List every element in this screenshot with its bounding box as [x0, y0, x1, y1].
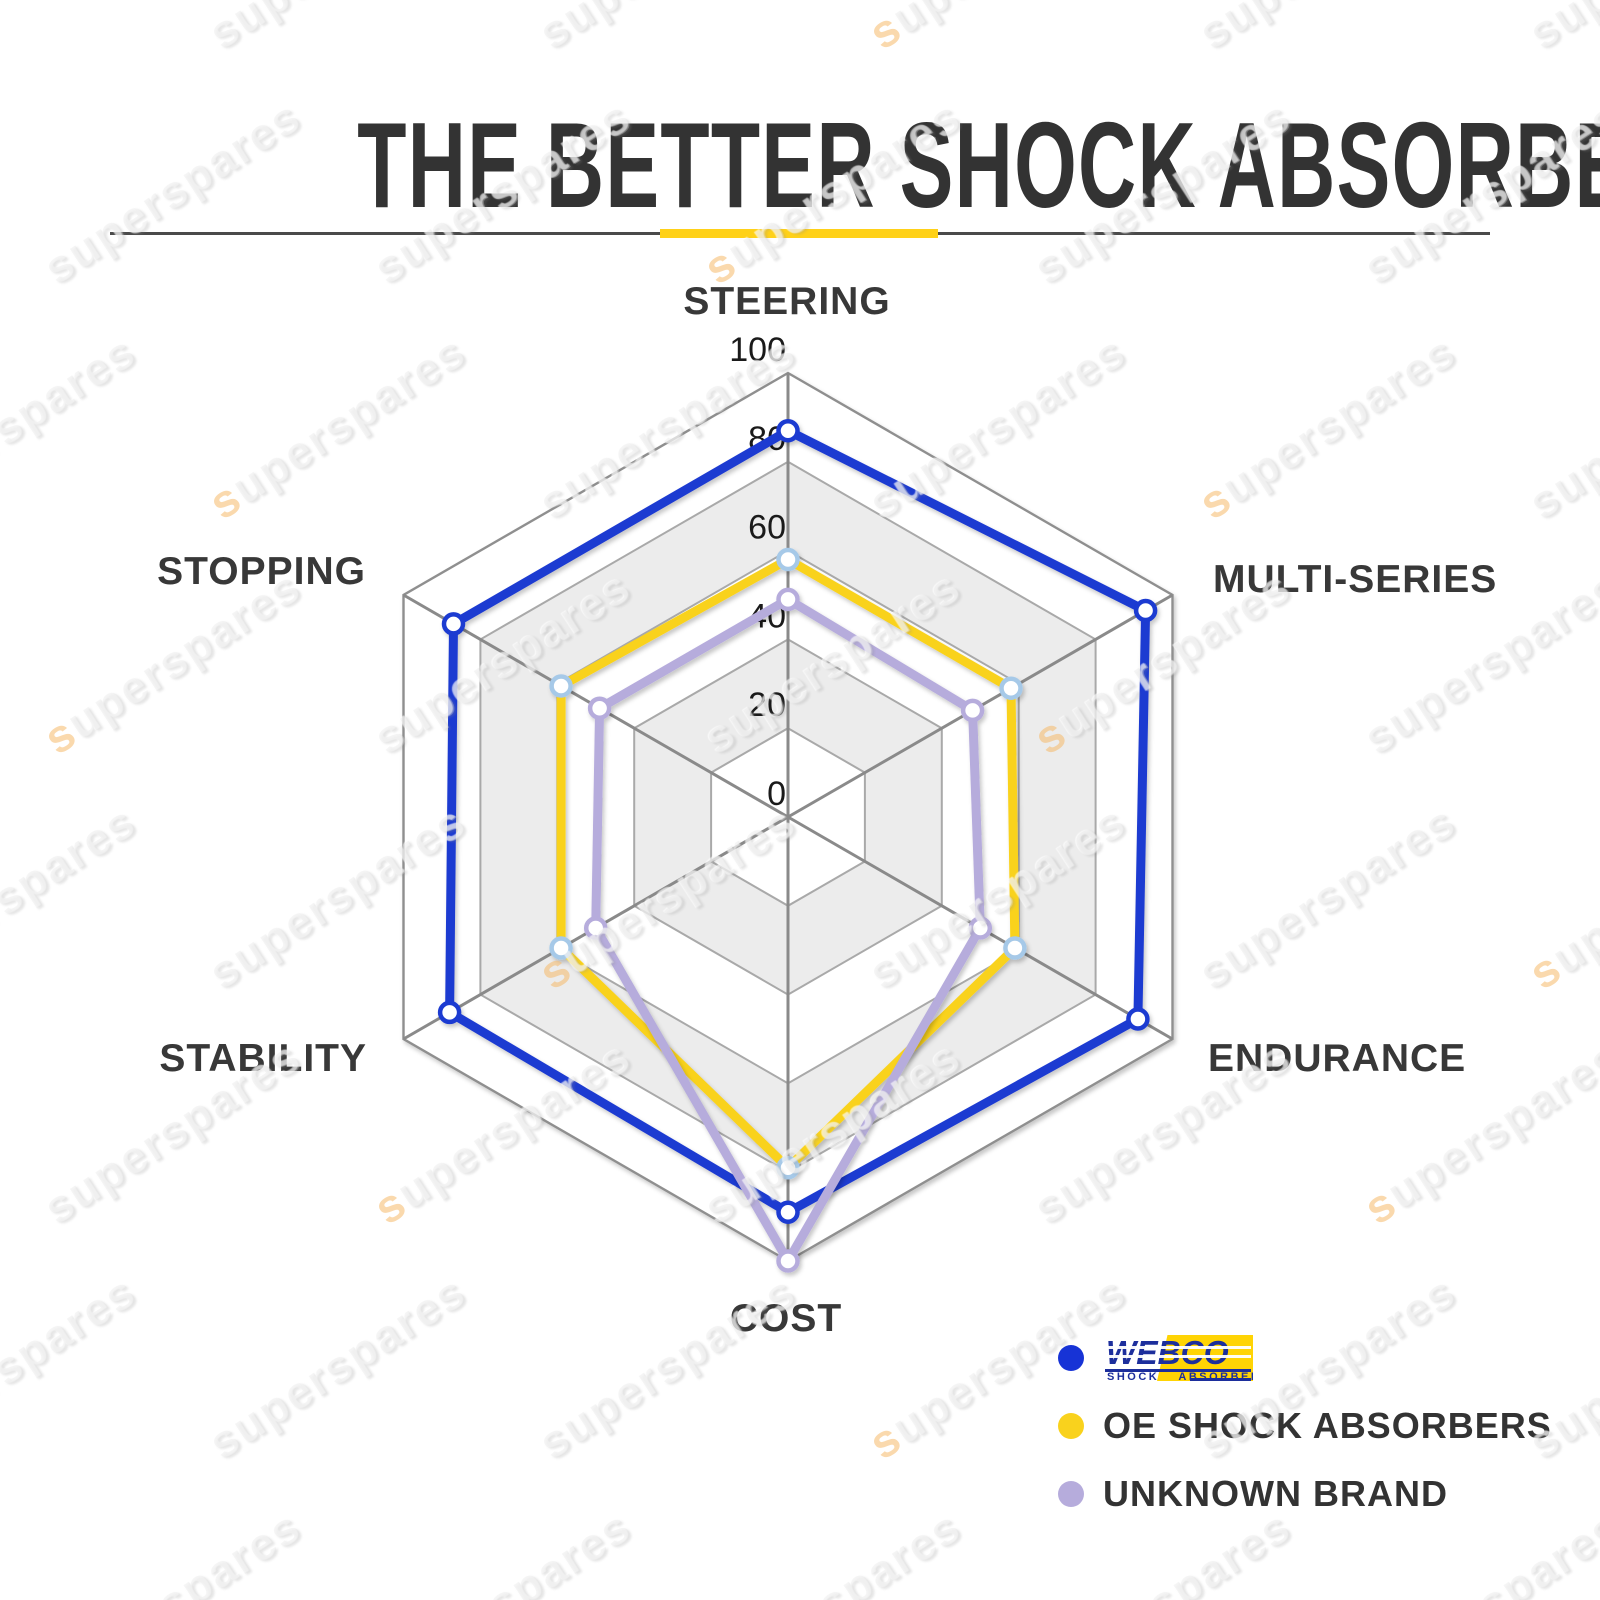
- data-point-marker: [1126, 1007, 1150, 1031]
- legend-label-oe: OE SHOCK ABSORBERS: [1103, 1405, 1552, 1446]
- axis-label-stability: STABILITY: [159, 1037, 367, 1080]
- radar-grid: [402, 371, 1174, 1263]
- legend-dot-unknown: [1058, 1481, 1084, 1507]
- series-webco-shock-absorber: [437, 418, 1158, 1224]
- data-point-marker: [776, 1200, 800, 1224]
- webco-logo-underline: [1105, 1369, 1251, 1372]
- data-point-marker: [776, 587, 800, 612]
- data-point-marker: [583, 916, 608, 940]
- data-point-marker: [1003, 936, 1027, 960]
- legend-item-oe: OE SHOCK ABSORBERS: [1058, 1404, 1552, 1448]
- tick-label-60: 60: [748, 509, 786, 547]
- axis-label-steering: STEERING: [683, 280, 891, 323]
- data-point-marker: [549, 936, 573, 960]
- axis-label-endurance: ENDURANCE: [1208, 1037, 1467, 1080]
- webco-logo: WEBCO SHOCK ABSORBER: [1103, 1335, 1253, 1381]
- webco-logo-speed-stripe: [1105, 1346, 1251, 1349]
- divider-accent-bar: [660, 229, 938, 238]
- data-point-marker: [776, 1156, 800, 1180]
- data-point-marker: [441, 612, 466, 636]
- legend-item-unknown: UNKNOWN BRAND: [1058, 1472, 1448, 1516]
- webco-logo-speed-stripe: [1105, 1355, 1251, 1358]
- data-point-marker: [549, 674, 573, 698]
- legend-item-webco: WEBCO SHOCK ABSORBER: [1058, 1334, 1253, 1382]
- tick-label-20: 20: [748, 686, 786, 724]
- page-title: THE BETTER SHOCK ABSORBERS: [357, 97, 1600, 233]
- legend-dot-webco: [1058, 1345, 1084, 1371]
- axis-label-cost: COST: [729, 1297, 843, 1340]
- legend-label-unknown: UNKNOWN BRAND: [1103, 1473, 1448, 1514]
- legend-dot-oe: [1058, 1413, 1084, 1439]
- data-point-marker: [776, 547, 800, 572]
- data-point-marker: [587, 696, 612, 720]
- axis-label-multi-series: MULTI-SERIES: [1213, 558, 1498, 601]
- series-unknown-brand: [583, 587, 993, 1273]
- series-oe-shock-absorbers: [549, 547, 1027, 1180]
- data-point-marker: [1133, 598, 1158, 623]
- data-point-marker: [999, 676, 1023, 700]
- tick-label-0: 0: [767, 775, 786, 813]
- data-point-marker: [437, 1000, 462, 1025]
- webco-logo-subtitle: SHOCK ABSORBER: [1107, 1371, 1253, 1381]
- webco-logo-background: [1157, 1335, 1253, 1381]
- data-point-marker: [968, 916, 993, 940]
- data-point-marker: [960, 698, 985, 723]
- tick-label-100: 100: [729, 331, 786, 369]
- webco-logo-bottom-bar: [1190, 1378, 1251, 1381]
- axis-label-stopping: STOPPING: [157, 550, 366, 593]
- webco-logo-wordmark: WEBCO: [1106, 1335, 1229, 1371]
- data-point-marker: [776, 418, 800, 443]
- data-point-marker: [776, 1249, 800, 1273]
